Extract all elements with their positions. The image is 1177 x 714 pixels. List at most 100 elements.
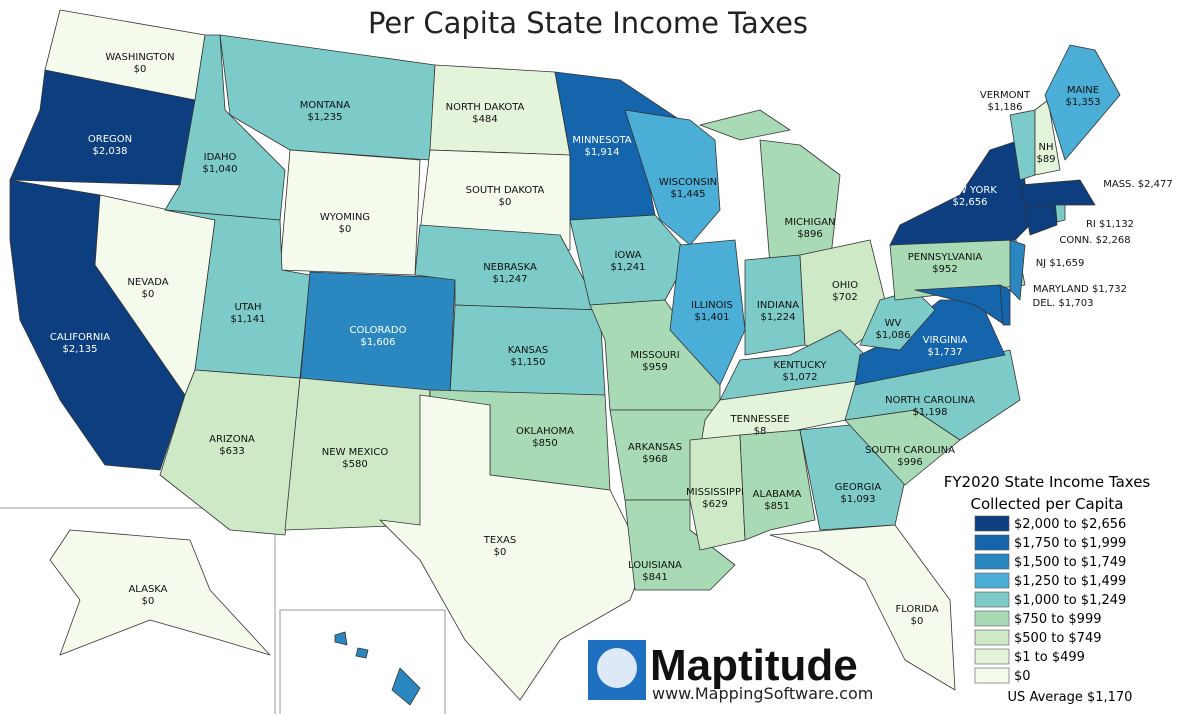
map-title: Per Capita State Income Taxes bbox=[368, 6, 808, 40]
states bbox=[9, 9, 1121, 706]
state-value: $851 bbox=[764, 501, 789, 512]
state bbox=[769, 524, 956, 691]
state-label: MARYLAND $1,732 bbox=[1033, 284, 1127, 295]
state-label: KENTUCKY $1,072 bbox=[773, 360, 827, 383]
state-name: MASS. bbox=[1103, 179, 1134, 190]
legend-label: $500 to $749 bbox=[1014, 631, 1101, 646]
state-name: SOUTH CAROLINA bbox=[865, 445, 955, 456]
state-name: VERMONT bbox=[980, 90, 1031, 101]
state-name: NEW MEXICO bbox=[322, 447, 389, 458]
state-label: ALASKA $0 bbox=[128, 584, 167, 607]
state-label: SOUTH CAROLINA $996 bbox=[865, 445, 955, 468]
state-value: $1,072 bbox=[783, 372, 818, 383]
state bbox=[379, 394, 646, 701]
state-name: IDAHO bbox=[204, 152, 237, 163]
state-value: $0 bbox=[142, 289, 155, 300]
state-value: $996 bbox=[897, 457, 922, 468]
state-label: NEVADA $0 bbox=[127, 277, 168, 300]
state-label: MISSOURI $959 bbox=[630, 350, 679, 373]
state-value: $1,235 bbox=[308, 112, 343, 123]
state-label: WV $1,086 bbox=[876, 318, 911, 341]
state-name: MONTANA bbox=[300, 100, 351, 111]
state-label: SOUTH DAKOTA $0 bbox=[466, 185, 545, 208]
state-label: WASHINGTON $0 bbox=[105, 52, 174, 75]
state-name: OHIO bbox=[832, 280, 858, 291]
state-value: $702 bbox=[832, 292, 857, 303]
state-name: WASHINGTON bbox=[105, 52, 174, 63]
state-value: $1,247 bbox=[493, 274, 528, 285]
state-label: CONN. $2,268 bbox=[1059, 235, 1130, 246]
state-label: WISCONSIN $1,445 bbox=[659, 177, 717, 200]
legend-title: Collected per Capita bbox=[971, 495, 1124, 513]
state-value: $0 bbox=[499, 197, 512, 208]
state-value: $2,135 bbox=[63, 344, 98, 355]
state bbox=[1019, 179, 1096, 206]
state-name: ALASKA bbox=[128, 584, 167, 595]
state-name: NEW YORK bbox=[943, 185, 997, 196]
state-name: MARYLAND bbox=[1033, 284, 1089, 295]
state-label: MAINE $1,353 bbox=[1066, 85, 1101, 108]
state-name: MICHIGAN bbox=[784, 217, 835, 228]
state-name: NEBRASKA bbox=[483, 262, 537, 273]
state-label: GEORGIA $1,093 bbox=[835, 482, 882, 505]
state-name: HAWAII bbox=[357, 675, 393, 686]
state-value: $959 bbox=[642, 362, 667, 373]
state-label: MONTANA $1,235 bbox=[300, 100, 351, 123]
legend-label: $1 to $499 bbox=[1014, 650, 1085, 665]
state-label: ALABAMA $851 bbox=[753, 489, 802, 512]
legend-swatch bbox=[974, 572, 1010, 589]
state-value: $1,086 bbox=[876, 330, 911, 341]
state-label: KANSAS $1,150 bbox=[508, 345, 548, 368]
state-name: OREGON bbox=[88, 134, 132, 145]
state-name: CONN. bbox=[1059, 235, 1092, 246]
state-value: $896 bbox=[797, 229, 822, 240]
state-label: DEL. $1,703 bbox=[1033, 298, 1094, 309]
state-label: COLORADO $1,606 bbox=[350, 325, 407, 348]
state bbox=[554, 71, 681, 221]
state bbox=[799, 424, 906, 531]
state bbox=[1034, 99, 1061, 176]
state-name: MAINE bbox=[1067, 85, 1099, 96]
state-value: $2,268 bbox=[1096, 235, 1131, 246]
state-value: $952 bbox=[932, 264, 957, 275]
state-label: NEW YORK $2,656 bbox=[943, 185, 997, 208]
state-label: IOWA $1,241 bbox=[611, 250, 646, 273]
state-name: IOWA bbox=[614, 250, 641, 261]
state-value: $1,621 bbox=[358, 687, 393, 698]
legend-swatch bbox=[974, 667, 1010, 684]
state-value: $841 bbox=[642, 572, 667, 583]
state-name: WV bbox=[885, 318, 902, 329]
state-value: $1,353 bbox=[1066, 97, 1101, 108]
state-name: PENNSYLVANIA bbox=[908, 252, 983, 263]
state-value: $2,477 bbox=[1138, 179, 1173, 190]
state bbox=[334, 631, 348, 646]
state-name: NEVADA bbox=[127, 277, 168, 288]
state-value: $1,445 bbox=[671, 189, 706, 200]
state-name: NJ bbox=[1036, 258, 1046, 269]
state-value: $1,132 bbox=[1099, 219, 1134, 230]
state-name: ALABAMA bbox=[753, 489, 802, 500]
state bbox=[9, 69, 196, 186]
state-name: OKLAHOMA bbox=[516, 426, 574, 437]
state-value: $968 bbox=[642, 454, 667, 465]
legend-swatch bbox=[974, 648, 1010, 665]
state-label: MICHIGAN $896 bbox=[784, 217, 835, 240]
state-value: $1,186 bbox=[988, 102, 1023, 113]
legend-label: $0 bbox=[1014, 669, 1031, 684]
logo: Maptitude www.MappingSoftware.com bbox=[588, 640, 873, 703]
state bbox=[1009, 239, 1026, 301]
hawaii-inset-frame bbox=[279, 609, 446, 714]
state-name: UTAH bbox=[234, 302, 261, 313]
state-name: MISSOURI bbox=[630, 350, 679, 361]
state bbox=[419, 149, 571, 251]
state-value: $484 bbox=[472, 114, 497, 125]
state-value: $0 bbox=[142, 596, 155, 607]
state-label: WYOMING $0 bbox=[320, 212, 370, 235]
state-name: RI bbox=[1086, 219, 1096, 230]
state-name: ARIZONA bbox=[209, 434, 255, 445]
state-value: $2,038 bbox=[93, 146, 128, 157]
state-label: ARIZONA $633 bbox=[209, 434, 255, 457]
state-label: ARKANSAS $968 bbox=[628, 442, 682, 465]
state-name: MINNESOTA bbox=[572, 135, 631, 146]
